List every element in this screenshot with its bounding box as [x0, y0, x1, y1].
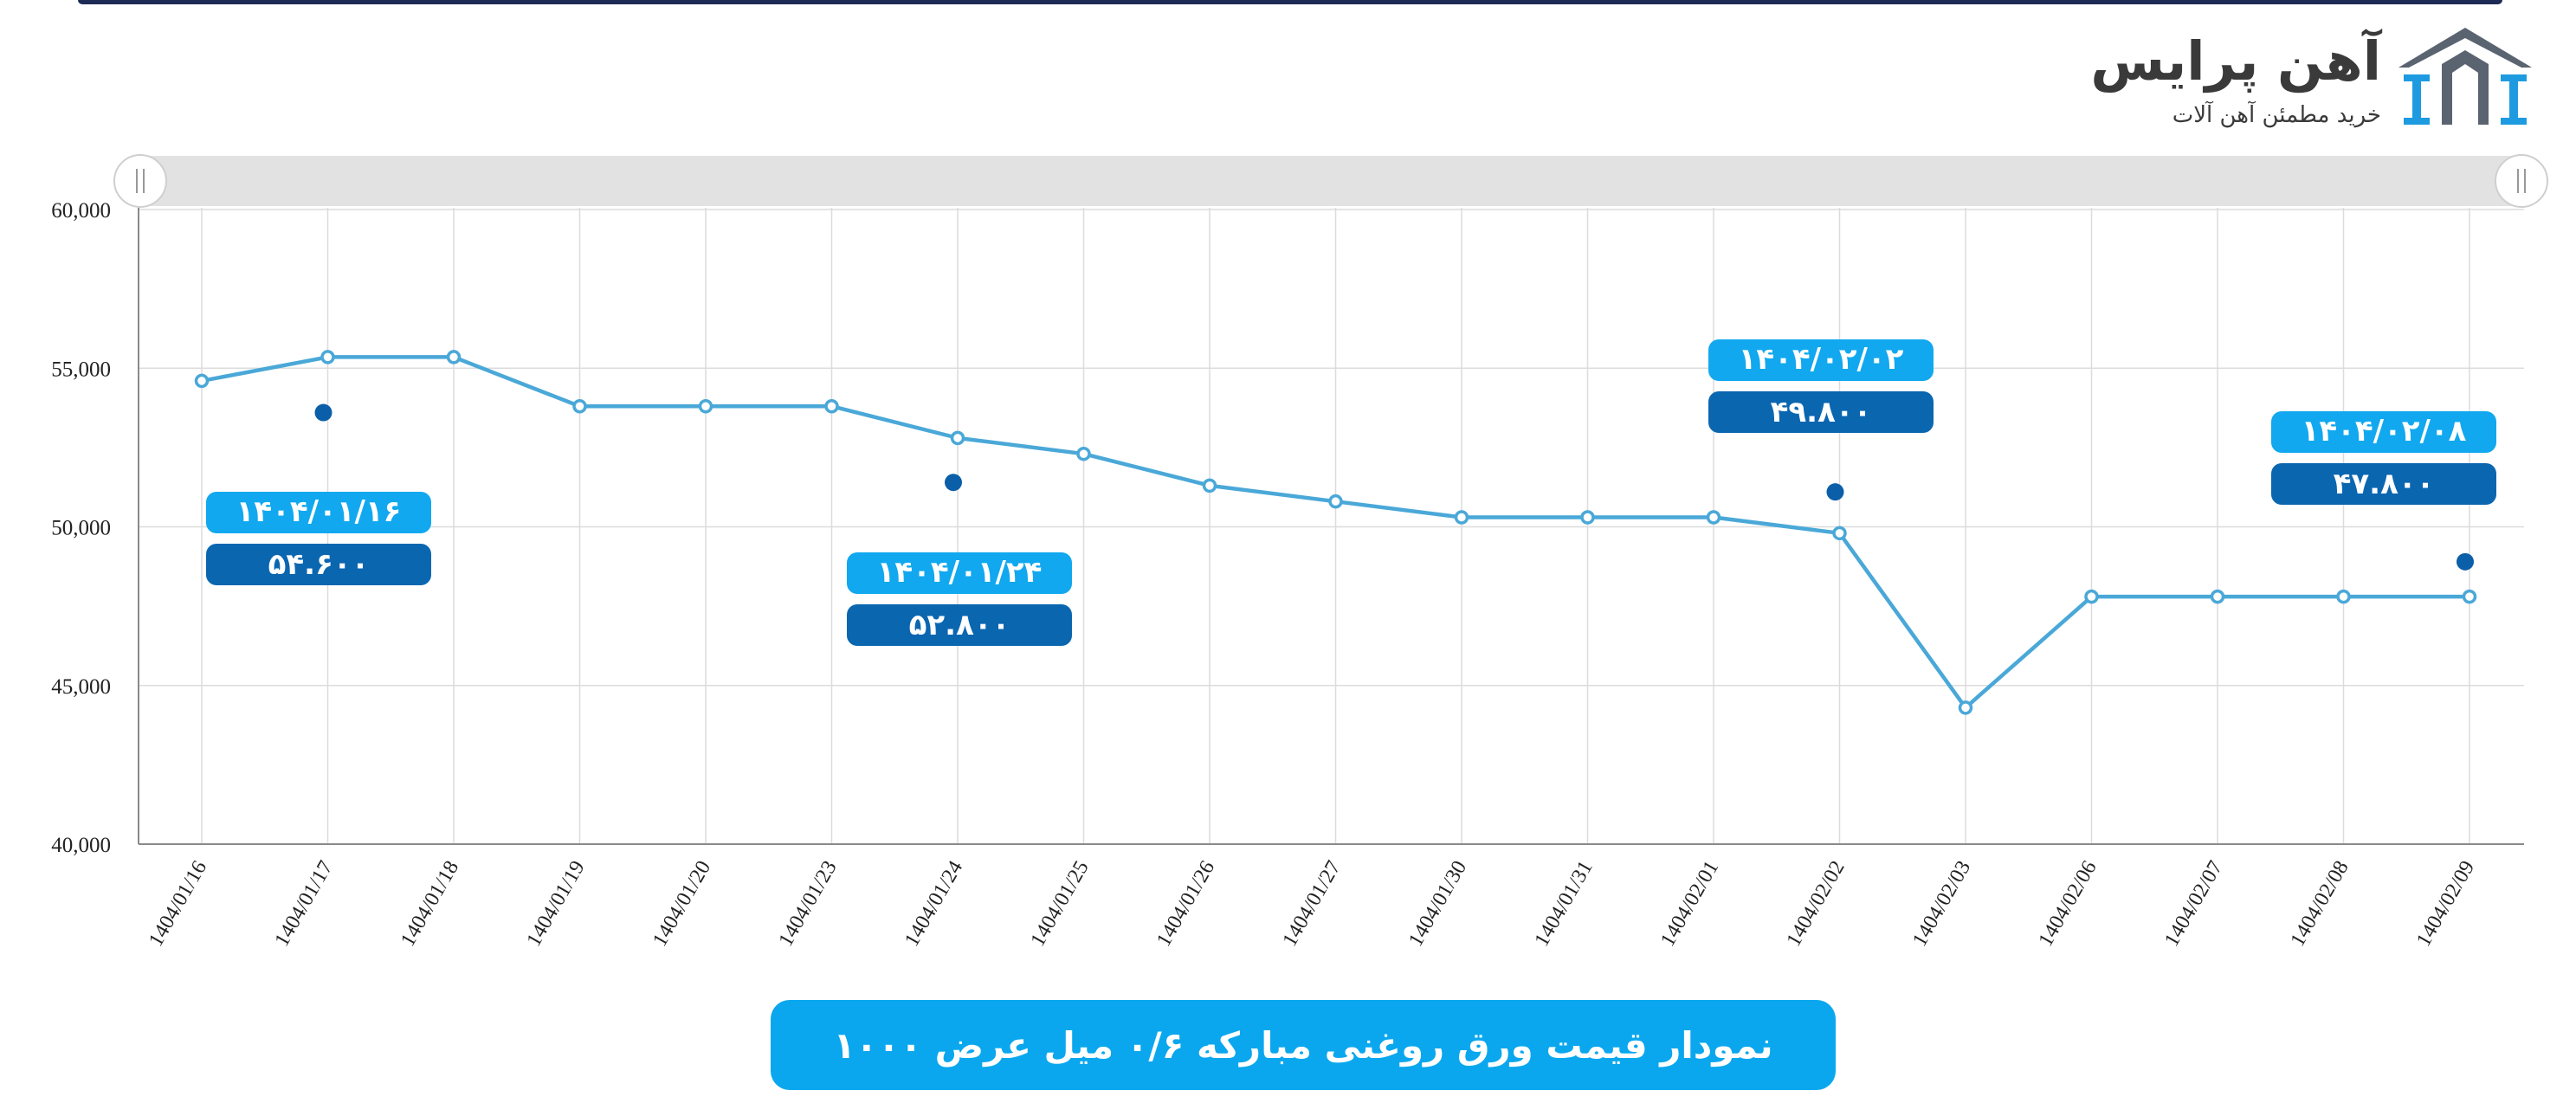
steel-beam-logo-icon [2398, 28, 2532, 125]
x-tick-label: 1404/02/03 [1908, 857, 1975, 951]
data-point[interactable] [1580, 510, 1595, 525]
data-point[interactable] [320, 350, 335, 364]
x-tick-label: 1404/02/01 [1656, 857, 1723, 951]
callout-price: ۴۷.۸۰۰ [2334, 467, 2435, 501]
callout-price-box [206, 544, 431, 585]
y-tick-label: 55,000 [51, 358, 111, 381]
logo-tagline: خرید مطمئن آهن آلات [2172, 102, 2381, 128]
logo: آهن پرایس خرید مطمئن آهن آلات [2090, 24, 2546, 137]
annotation-marker-dot [314, 403, 332, 422]
x-tick-label: 1404/01/27 [1279, 857, 1346, 951]
x-tick-label: 1404/01/24 [901, 857, 967, 951]
x-tick-label: 1404/01/26 [1152, 857, 1219, 951]
data-point[interactable] [194, 373, 210, 389]
callout-price: ۵۲.۸۰۰ [909, 608, 1010, 642]
data-point[interactable] [1832, 526, 1847, 541]
callout-price: ۵۴.۶۰۰ [268, 547, 370, 582]
x-tick-label: 1404/02/09 [2412, 857, 2479, 951]
y-tick-label: 40,000 [51, 834, 111, 857]
annotation-marker-dot [945, 474, 962, 492]
x-tick-label: 1404/01/20 [649, 857, 715, 951]
data-point[interactable] [824, 398, 839, 414]
logo-name: آهن پرایس [2090, 29, 2381, 93]
x-tick-label: 1404/01/16 [145, 857, 211, 951]
price-callout: ۱۴۰۴/۰۱/۲۴ ۵۲.۸۰۰ [847, 552, 1072, 646]
x-tick-label: 1404/02/02 [1783, 857, 1850, 951]
data-point[interactable] [1076, 446, 1091, 461]
y-tick-label: 50,000 [51, 517, 111, 540]
x-tick-label: 1404/02/07 [2160, 857, 2227, 951]
callout-date-box [1708, 339, 1934, 381]
data-point[interactable] [1202, 478, 1217, 493]
annotation-marker-dot [1826, 483, 1844, 501]
x-tick-label: 1404/01/30 [1404, 857, 1471, 951]
callout-date-box [206, 492, 431, 533]
x-tick-label: 1404/01/25 [1027, 857, 1094, 951]
data-point[interactable] [2336, 589, 2351, 604]
chart-title-banner: نمودار قیمت ورق روغنی مبارکه ۰/۶ میل عرض… [771, 1000, 1836, 1090]
callout-date-box [847, 552, 1072, 594]
callout-price-box [2271, 463, 2496, 505]
annotation-marker-dot [2457, 552, 2474, 571]
callout-date: ۱۴۰۴/۰۲/۰۲ [1739, 342, 1904, 377]
range-handle-right[interactable] [2495, 154, 2548, 208]
data-point[interactable] [950, 430, 965, 446]
data-point[interactable] [2084, 589, 2099, 604]
callout-date-box [2271, 411, 2496, 453]
y-tick-label: 45,000 [51, 675, 111, 699]
data-point[interactable] [2462, 589, 2477, 604]
x-tick-label: 1404/01/23 [775, 857, 842, 951]
x-tick-label: 1404/01/17 [271, 857, 338, 951]
data-point[interactable] [446, 350, 462, 364]
data-point[interactable] [698, 398, 713, 414]
data-point[interactable] [1454, 510, 1469, 525]
callout-price-box [847, 604, 1072, 646]
data-point[interactable] [572, 398, 587, 414]
callout-price: ۴۹.۸۰۰ [1771, 395, 1872, 429]
y-tick-label: 60,000 [51, 199, 111, 223]
x-tick-label: 1404/01/31 [1531, 857, 1598, 951]
data-point[interactable] [2210, 589, 2225, 604]
data-point[interactable] [1958, 700, 1973, 715]
range-handle-left[interactable] [113, 154, 167, 208]
x-tick-label: 1404/01/19 [523, 857, 590, 951]
x-tick-label: 1404/01/18 [397, 857, 463, 951]
callout-price-box [1708, 391, 1934, 433]
range-navigator-track[interactable] [139, 156, 2520, 206]
data-point[interactable] [1706, 510, 1721, 525]
x-tick-label: 1404/02/06 [2035, 857, 2101, 951]
callout-date: ۱۴۰۴/۰۱/۱۶ [236, 494, 402, 529]
price-callout: ۱۴۰۴/۰۱/۱۶ ۵۴.۶۰۰ [206, 492, 431, 585]
x-tick-label: 1404/02/08 [2287, 857, 2353, 951]
callout-date: ۱۴۰۴/۰۱/۲۴ [877, 555, 1043, 590]
chart-title: نمودار قیمت ورق روغنی مبارکه ۰/۶ میل عرض… [833, 1023, 1773, 1067]
price-callout: ۱۴۰۴/۰۲/۰۲ ۴۹.۸۰۰ [1708, 339, 1934, 433]
callout-date: ۱۴۰۴/۰۲/۰۸ [2302, 414, 2467, 448]
top-border-strip [78, 0, 2502, 4]
price-callout: ۱۴۰۴/۰۲/۰۸ ۴۷.۸۰۰ [2271, 411, 2496, 505]
data-point[interactable] [1328, 493, 1343, 509]
